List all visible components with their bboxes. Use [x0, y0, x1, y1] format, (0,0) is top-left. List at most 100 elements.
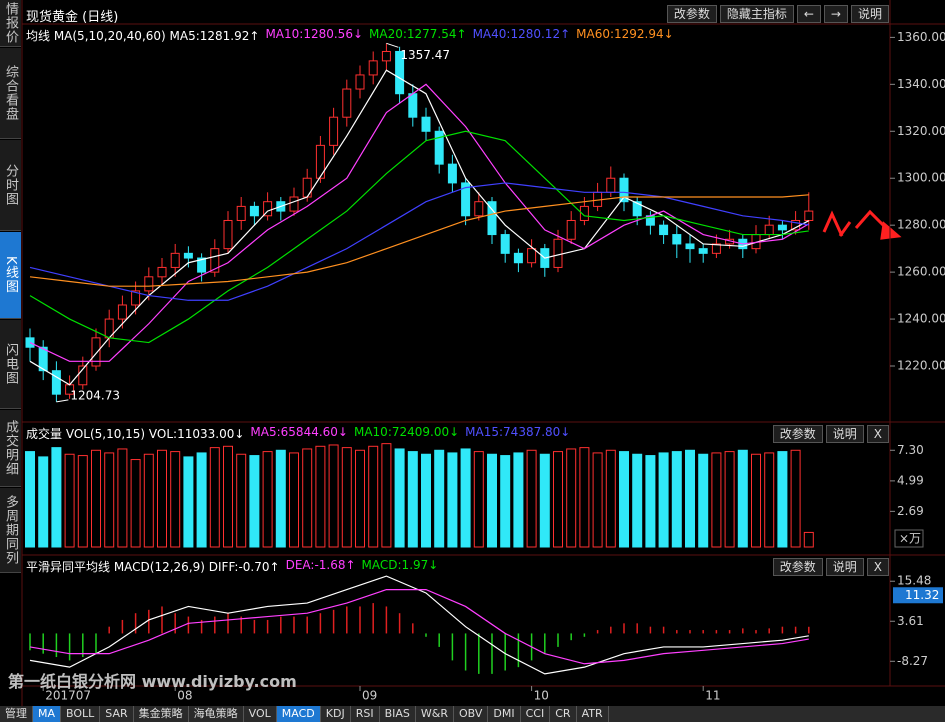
y-tick-label: 1220.00: [897, 359, 945, 373]
candle-body: [78, 365, 88, 386]
y-tick-label: 4.99: [897, 473, 924, 487]
button[interactable]: 说明: [825, 558, 864, 576]
tab[interactable]: MA: [33, 706, 62, 722]
volume-bar: [381, 443, 392, 548]
legend-entry: MA40:1280.12↑: [472, 27, 571, 41]
candle-body: [91, 337, 101, 367]
volume-bar: [421, 453, 431, 548]
candle-body: [210, 248, 220, 273]
volume-bar: [249, 455, 260, 548]
button[interactable]: →: [823, 5, 848, 23]
volume-bar: [394, 448, 405, 548]
candle-body: [342, 88, 352, 118]
tab[interactable]: VOL: [244, 706, 277, 722]
tab[interactable]: CCI: [521, 706, 551, 722]
tab[interactable]: MACD: [276, 706, 321, 722]
candle-body: [764, 224, 774, 236]
y-tick-label: 7.30: [897, 443, 924, 457]
candle-body: [236, 205, 246, 221]
volume-bar: [223, 445, 233, 548]
sidebar-tab[interactable]: 闪电图: [0, 320, 21, 409]
tab[interactable]: CR: [550, 706, 577, 722]
volume-bar: [724, 451, 735, 548]
candle-body: [474, 201, 484, 217]
volume-bar: [130, 459, 141, 548]
x-tick-label: 08: [177, 689, 192, 703]
button[interactable]: 改参数: [772, 425, 823, 443]
candle-body: [117, 304, 127, 320]
volume-bar: [579, 447, 590, 548]
value-marker: [893, 587, 943, 604]
sidebar-tab[interactable]: K线图: [0, 232, 21, 319]
volume-bar: [91, 449, 101, 548]
volume-bar: [157, 449, 167, 548]
tab[interactable]: 海龟策略: [189, 706, 244, 722]
candle-body: [672, 234, 682, 245]
legend-entry: MA60:1292.94↓: [576, 27, 674, 41]
button[interactable]: 隐藏主指标: [719, 5, 794, 23]
tab[interactable]: 管理: [0, 706, 33, 722]
tab[interactable]: RSI: [351, 706, 380, 722]
tab[interactable]: SAR: [100, 706, 134, 722]
volume-bar: [236, 453, 247, 548]
sidebar-tab[interactable]: 多周期同列: [0, 488, 21, 573]
candle-body: [513, 252, 523, 264]
tab[interactable]: OBV: [454, 706, 489, 722]
x-tick-label: 11: [705, 689, 720, 703]
tab[interactable]: 集金策略: [134, 706, 189, 722]
tab[interactable]: W&R: [416, 706, 454, 722]
button[interactable]: 说明: [850, 5, 889, 23]
button[interactable]: X: [866, 425, 889, 443]
y-tick-label: 1280.00: [897, 218, 945, 232]
button[interactable]: 改参数: [772, 558, 823, 576]
volume-bar: [407, 451, 418, 548]
sidebar-tab[interactable]: 分时图: [0, 140, 21, 231]
candle-body: [368, 60, 378, 76]
button[interactable]: 改参数: [666, 5, 717, 23]
candle-body: [157, 266, 167, 278]
tab[interactable]: BIAS: [380, 706, 416, 722]
candle-body: [659, 224, 669, 236]
volume-bar: [170, 451, 181, 548]
low-label: 1204.73: [70, 388, 120, 402]
volume-bar: [777, 451, 788, 548]
volume-bar: [143, 453, 154, 548]
volume-bar: [368, 445, 379, 548]
indicator-line: [29, 588, 809, 665]
volume-bar: [487, 453, 497, 548]
volume-bar: [539, 453, 550, 548]
tab[interactable]: DMI: [488, 706, 521, 722]
volume-bar: [209, 447, 220, 548]
candle-body: [329, 116, 339, 146]
button[interactable]: ←: [796, 5, 821, 23]
volume-bar: [355, 449, 365, 548]
legend-entry: DEA:-1.68↑: [285, 558, 356, 572]
candle-body: [447, 163, 457, 184]
tab[interactable]: BOLL: [61, 706, 101, 722]
sidebar-tab[interactable]: 综合看盘: [0, 48, 21, 139]
sidebar-tab[interactable]: 情报价: [0, 0, 21, 47]
candle-body: [197, 257, 207, 273]
volume-bar: [658, 452, 669, 548]
sidebar-tab[interactable]: 成交明细: [0, 410, 21, 487]
volume-bar: [737, 449, 748, 548]
buttons: 改参数 隐藏主指标 ← → 说明: [666, 5, 889, 23]
button[interactable]: X: [866, 558, 889, 576]
tab[interactable]: KDJ: [321, 706, 351, 722]
legend-entry: MA10:1280.56↓: [265, 27, 364, 41]
candle-body: [606, 177, 616, 193]
candle-body: [434, 130, 444, 165]
candle-body: [263, 201, 273, 217]
candle-body: [315, 144, 325, 179]
y-tick-label: 1240.00: [897, 312, 945, 326]
volume-bar: [592, 452, 603, 548]
volume-bar: [315, 445, 326, 548]
volume-bar: [38, 456, 49, 548]
button[interactable]: 说明: [825, 425, 864, 443]
candle-body: [777, 224, 787, 231]
tab[interactable]: ATR: [577, 706, 609, 722]
indicator-line: [29, 130, 809, 344]
y-tick-label: 1320.00: [897, 124, 945, 138]
volume-bar: [698, 453, 709, 548]
x-tick-label: 10: [534, 689, 549, 703]
